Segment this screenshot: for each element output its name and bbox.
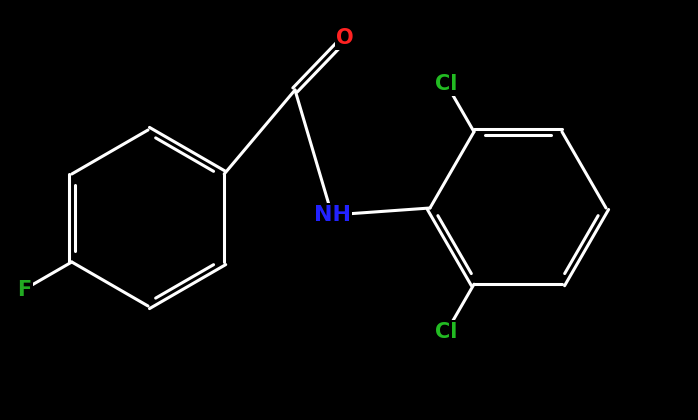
Text: O: O xyxy=(336,28,354,48)
Text: F: F xyxy=(17,279,31,299)
Text: NH: NH xyxy=(313,205,350,225)
Text: Cl: Cl xyxy=(436,322,458,342)
Text: Cl: Cl xyxy=(436,74,458,94)
